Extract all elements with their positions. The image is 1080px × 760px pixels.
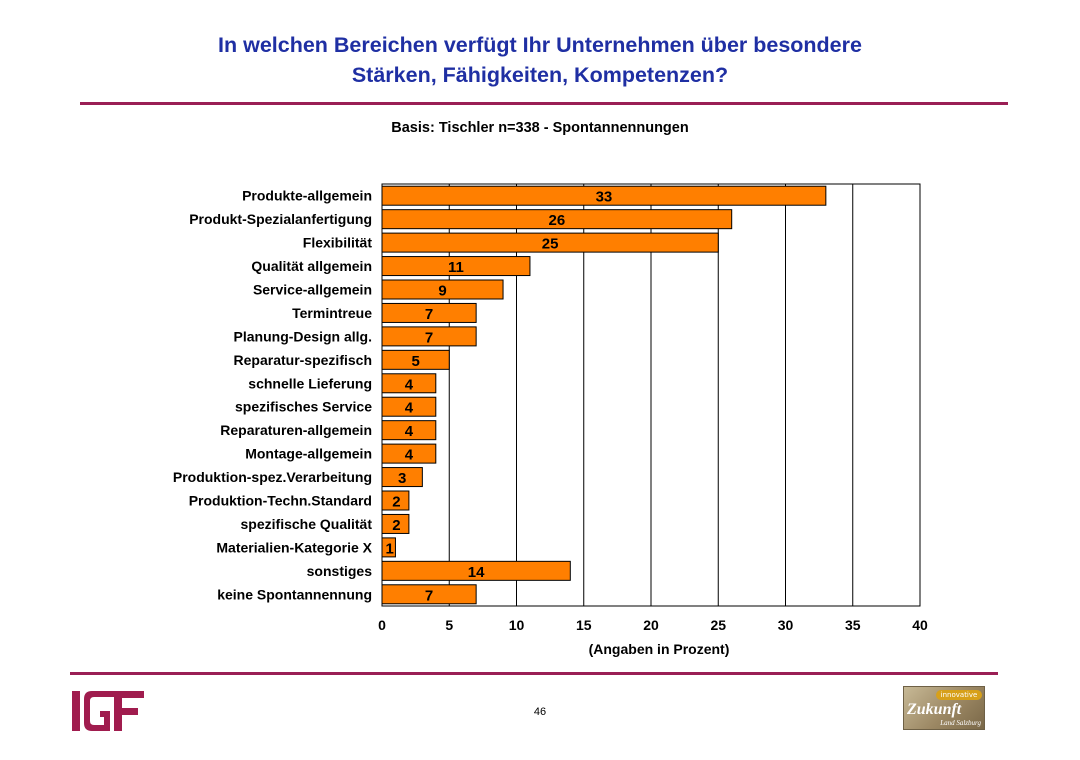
data-label: 11 bbox=[448, 259, 464, 276]
bar bbox=[381, 232, 719, 253]
data-label: 26 bbox=[549, 212, 566, 229]
category-label: sonstiges bbox=[307, 563, 373, 579]
top-divider bbox=[80, 102, 1008, 105]
category-label: Service-allgemein bbox=[253, 282, 372, 298]
category-label: Produkt-Spezialanfertigung bbox=[189, 211, 372, 227]
category-label: Produkte-allgemein bbox=[242, 188, 372, 204]
bar bbox=[381, 256, 531, 277]
bar bbox=[381, 584, 477, 605]
category-label: Termintreue bbox=[292, 305, 372, 321]
bar bbox=[381, 490, 410, 511]
category-label: Produktion-spez.Verarbeitung bbox=[173, 469, 372, 485]
bar bbox=[381, 420, 437, 441]
x-axis-label: (Angaben in Prozent) bbox=[589, 641, 730, 657]
chart-subtitle: Basis: Tischler n=338 - Spontannennungen bbox=[391, 120, 689, 136]
data-label: 2 bbox=[392, 517, 400, 534]
data-label: 4 bbox=[405, 400, 414, 417]
data-label: 2 bbox=[392, 494, 400, 511]
logo-badge: innovative bbox=[936, 690, 982, 700]
x-tick-label: 20 bbox=[643, 617, 659, 633]
bar bbox=[381, 279, 504, 300]
data-label: 3 bbox=[398, 470, 406, 487]
title-line-2: Stärken, Fähigkeiten, Kompetenzen? bbox=[351, 63, 729, 87]
data-label: 4 bbox=[405, 376, 414, 393]
page-title: In welchen Bereichen verfügt Ihr Unterne… bbox=[60, 30, 1020, 90]
data-label: 7 bbox=[425, 329, 433, 346]
bar bbox=[381, 443, 437, 464]
category-label: Produktion-Techn.Standard bbox=[189, 493, 372, 509]
x-tick-label: 15 bbox=[576, 617, 592, 633]
x-tick-label: 25 bbox=[710, 617, 726, 633]
page-number: 46 bbox=[533, 706, 547, 718]
category-label: Planung-Design allg. bbox=[234, 328, 372, 344]
data-label: 4 bbox=[405, 447, 414, 464]
category-label: schnelle Lieferung bbox=[248, 375, 372, 391]
category-label: spezifische Qualität bbox=[241, 516, 373, 532]
category-label: Qualität allgemein bbox=[251, 258, 372, 274]
bar bbox=[381, 373, 437, 394]
data-label: 9 bbox=[438, 283, 446, 300]
data-label: 1 bbox=[386, 540, 394, 557]
x-tick-label: 0 bbox=[378, 617, 386, 633]
data-label: 4 bbox=[405, 423, 414, 440]
x-tick-label: 10 bbox=[509, 617, 525, 633]
data-label: 7 bbox=[425, 587, 433, 604]
bar bbox=[381, 185, 827, 206]
data-label: 33 bbox=[596, 189, 613, 206]
logo-word: Zukunft bbox=[907, 701, 962, 718]
category-label: Reparaturen-allgemein bbox=[220, 422, 372, 438]
category-label: Montage-allgemein bbox=[245, 446, 372, 462]
category-label: keine Spontannennung bbox=[217, 586, 372, 602]
bar bbox=[381, 467, 423, 488]
bar bbox=[381, 513, 410, 534]
category-label: Materialien-Kategorie X bbox=[216, 539, 372, 555]
data-label: 5 bbox=[411, 353, 419, 370]
category-label: Reparatur-spezifisch bbox=[234, 352, 372, 368]
bar bbox=[381, 302, 477, 323]
bar bbox=[381, 349, 450, 370]
igf-logo bbox=[72, 691, 144, 731]
bar bbox=[381, 209, 733, 230]
title-line-1: In welchen Bereichen verfügt Ihr Unterne… bbox=[218, 33, 862, 57]
data-label: 14 bbox=[468, 564, 485, 581]
bar bbox=[381, 326, 477, 347]
category-label: spezifisches Service bbox=[235, 399, 372, 415]
bar bbox=[381, 560, 571, 581]
data-label: 7 bbox=[425, 306, 433, 323]
category-label: Flexibilität bbox=[303, 235, 373, 251]
data-label: 25 bbox=[542, 236, 559, 253]
bar bbox=[381, 396, 437, 417]
bottom-divider bbox=[70, 672, 998, 675]
x-tick-label: 40 bbox=[912, 617, 928, 633]
x-tick-label: 35 bbox=[845, 617, 861, 633]
zukunft-logo: innovative Zukunft Land Salzburg bbox=[903, 686, 985, 730]
x-tick-label: 5 bbox=[445, 617, 453, 633]
x-tick-label: 30 bbox=[778, 617, 794, 633]
logo-region: Land Salzburg bbox=[940, 719, 981, 727]
bar bbox=[381, 537, 396, 558]
